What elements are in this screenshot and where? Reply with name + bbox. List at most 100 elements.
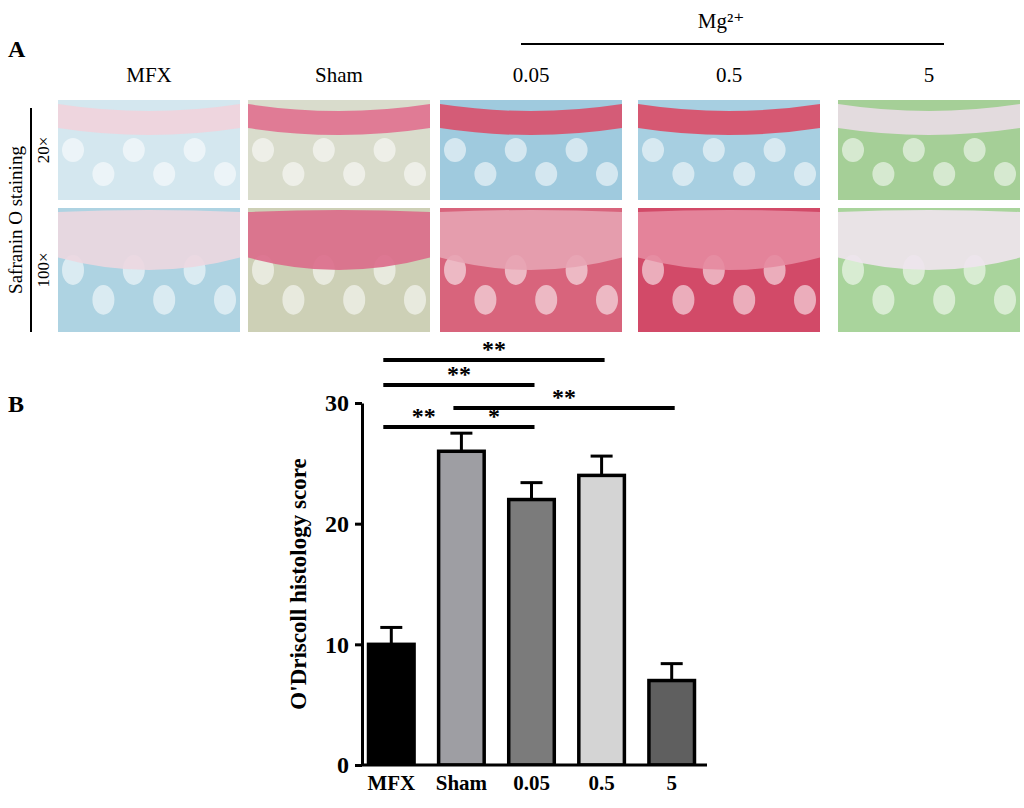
error-bar (530, 483, 533, 500)
bar (439, 451, 485, 765)
image-texture (282, 162, 304, 186)
y-axis-title: O'Driscoll histology score (286, 458, 311, 709)
bar (649, 681, 695, 765)
image-texture (794, 285, 816, 315)
image-texture (794, 162, 816, 186)
group-label: Mg²⁺ (698, 9, 745, 33)
image-cartilage-layer (838, 104, 1020, 135)
y-tick: 30 (325, 390, 362, 416)
x-axis-line (362, 764, 707, 767)
image-texture (672, 285, 694, 315)
significance-label: ** (552, 384, 576, 410)
image-texture (92, 162, 114, 186)
error-bar (460, 433, 463, 451)
histology-image (838, 100, 1020, 200)
image-texture (903, 138, 925, 162)
image-texture (313, 138, 335, 162)
error-bar (600, 456, 603, 475)
image-texture (733, 162, 755, 186)
error-cap (521, 481, 543, 484)
stain-label: Safranin O staining (5, 146, 26, 294)
image-texture (672, 162, 694, 186)
image-background (440, 208, 622, 332)
image-texture (474, 285, 496, 315)
image-texture (994, 162, 1016, 186)
image-background (440, 100, 622, 200)
y-tick: 0 (337, 752, 362, 778)
image-texture (153, 285, 175, 315)
image-cartilage-layer (248, 104, 430, 135)
image-texture (444, 138, 466, 162)
histology-image (638, 100, 820, 200)
panel-a: MFXSham0.050.55Mg²⁺Safranin O staining20… (5, 9, 1020, 332)
image-background (638, 208, 820, 332)
y-axis: 0102030 (325, 390, 363, 778)
error-cap (380, 626, 402, 629)
figure: ABMFXSham0.050.55Mg²⁺Safranin O staining… (0, 0, 1024, 808)
image-texture (374, 138, 396, 162)
x-tick: MFX (367, 765, 415, 795)
image-texture (842, 138, 864, 162)
image-texture (703, 138, 725, 162)
image-cartilage-layer (58, 210, 240, 270)
error-cap (661, 662, 683, 665)
column-label: 0.05 (513, 63, 550, 87)
histology-image (838, 208, 1020, 332)
image-texture (214, 162, 236, 186)
image-texture (872, 162, 894, 186)
image-texture (404, 285, 426, 315)
image-background (838, 208, 1020, 332)
significance-bracket: ** (383, 403, 464, 429)
column-label: Sham (315, 63, 363, 87)
x-axis: MFX Sham 0.05 0.5 5 (362, 765, 707, 795)
image-texture (872, 285, 894, 315)
histology-image (248, 100, 430, 200)
significance-bracket: * (453, 403, 534, 429)
image-texture (404, 162, 426, 186)
y-tick-mark (355, 643, 362, 646)
image-texture (343, 285, 365, 315)
image-texture (596, 162, 618, 186)
error-cap (450, 432, 472, 435)
image-texture (62, 138, 84, 162)
image-cartilage-layer (440, 104, 622, 135)
image-background (58, 208, 240, 332)
image-cartilage-layer (638, 210, 820, 270)
column-label: 5 (924, 63, 935, 87)
y-tick-mark (355, 764, 362, 767)
image-texture (474, 162, 496, 186)
significance-bracket: ** (383, 361, 534, 387)
y-tick: 10 (325, 632, 362, 658)
image-cartilage-layer (440, 210, 622, 270)
x-tick: Sham (436, 765, 488, 795)
bar (369, 644, 415, 765)
error-bar (670, 664, 673, 681)
histology-image (58, 100, 240, 200)
bar (579, 475, 625, 765)
image-texture (764, 138, 786, 162)
panel-b: 0102030MFXSham0.050.55O'Driscoll histolo… (286, 336, 707, 795)
x-tick: 0.5 (588, 765, 614, 795)
image-texture (123, 138, 145, 162)
x-tick-label: 0.05 (513, 771, 550, 795)
image-background (248, 100, 430, 200)
histology-image (248, 208, 430, 332)
image-texture (964, 138, 986, 162)
x-tick: 5 (666, 765, 677, 795)
image-texture (566, 138, 588, 162)
image-texture (153, 162, 175, 186)
magnification-label: 100× (34, 252, 53, 287)
column-label: 0.5 (716, 63, 742, 87)
y-tick-label: 10 (325, 632, 349, 658)
image-texture (933, 162, 955, 186)
bar (509, 500, 555, 765)
image-texture (92, 285, 114, 315)
image-texture (933, 285, 955, 315)
panel-label: B (8, 391, 24, 417)
image-texture (535, 162, 557, 186)
histology-image (638, 208, 820, 332)
histology-image (440, 100, 622, 200)
magnification-label: 20× (34, 137, 53, 164)
y-tick-label: 30 (325, 390, 349, 416)
x-tick-label: 5 (666, 771, 677, 795)
